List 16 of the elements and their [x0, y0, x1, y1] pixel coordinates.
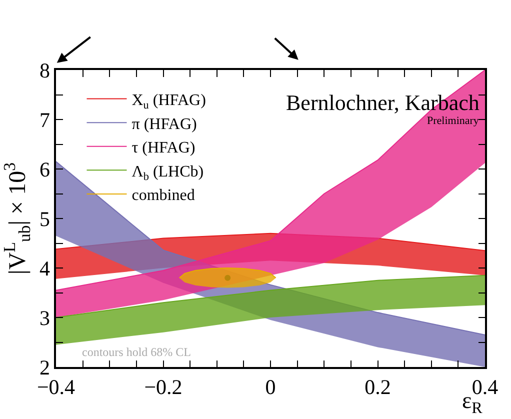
x-tick-label: −0.2 [144, 374, 182, 399]
legend-label: combined [132, 187, 195, 204]
legend-label: Λ$_{b}$ (LHCb) [132, 163, 204, 183]
y-tick-label: 7 [40, 108, 50, 132]
y-tick-label: 4 [40, 256, 51, 280]
y-tick-label: 6 [40, 157, 50, 182]
y-tick-label: 5 [40, 206, 50, 231]
legend-label: X$_{u}$ (HFAG) [132, 92, 206, 112]
legend-label: π (HFAG) [132, 116, 197, 133]
x-tick-label: 0 [265, 374, 276, 399]
annotation: contours hold 68% CL [82, 345, 191, 359]
legend-label: τ (HFAG) [132, 140, 196, 157]
x-tick-label: 0.2 [364, 374, 391, 399]
y-tick-label: 3 [40, 306, 50, 330]
annotation: Preliminary [427, 115, 480, 127]
y-tick-label: 8 [40, 58, 50, 82]
